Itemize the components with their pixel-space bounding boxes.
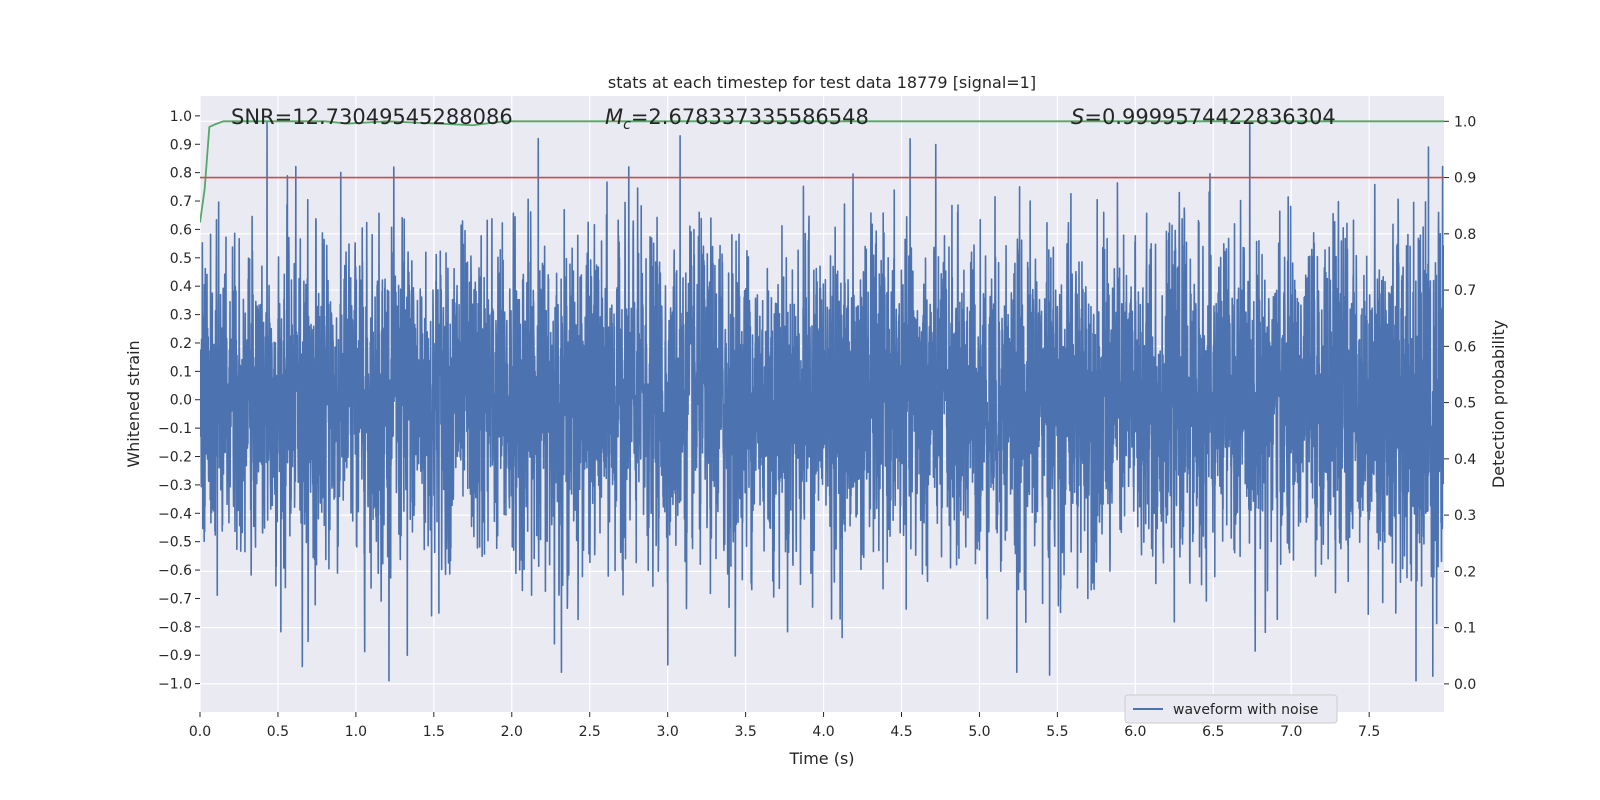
y-tick-label-11: −0.1 <box>158 421 192 437</box>
y-tick-label-4: 0.6 <box>170 222 192 238</box>
x-tick-label-3: 1.5 <box>423 724 445 740</box>
y2-axis-label: Detection probability <box>1489 320 1508 488</box>
mc-symbol: M <box>605 105 623 129</box>
y-tick-label-20: −1.0 <box>158 677 192 693</box>
x-tick-label-14: 7.0 <box>1280 724 1302 740</box>
y-tick-label-12: −0.2 <box>158 450 192 466</box>
y2-tick-label-9: 0.1 <box>1454 621 1476 637</box>
chirp-mass-annotation: Mc=2.678337335586548 <box>605 105 869 133</box>
score-annotation: S=0.9999574422836304 <box>1071 105 1336 129</box>
waveform-series <box>200 120 1444 682</box>
y2-tick-label-5: 0.5 <box>1454 396 1476 412</box>
s-value: =0.9999574422836304 <box>1084 105 1335 129</box>
y2-ticks: 1.0 0.9 0.8 0.7 0.6 0.5 0.4 0.3 0.2 0.1 0.0 <box>1444 114 1476 693</box>
x-tick-label-15: 7.5 <box>1358 724 1380 740</box>
probability-series <box>200 120 1444 223</box>
y2-tick-label-8: 0.2 <box>1454 564 1476 580</box>
x-tick-label-9: 4.5 <box>890 724 912 740</box>
x-ticks: 0.0 0.5 1.0 1.5 2.0 2.5 3.0 3.5 4.0 4.5 5.0 5.5 6.0 6… <box>189 712 1380 740</box>
x-tick-label-13: 6.5 <box>1202 724 1224 740</box>
x-axis-label: Time (s) <box>788 749 854 768</box>
y-tick-label-7: 0.3 <box>170 308 192 324</box>
y-tick-label-5: 0.5 <box>170 251 192 267</box>
y2-tick-label-10: 0.0 <box>1454 677 1476 693</box>
y-tick-label-19: −0.9 <box>158 648 192 664</box>
x-tick-label-11: 5.5 <box>1046 724 1068 740</box>
y-tick-label-15: −0.5 <box>158 535 192 551</box>
x-tick-label-2: 1.0 <box>345 724 367 740</box>
x-tick-label-12: 6.0 <box>1124 724 1146 740</box>
s-symbol: S <box>1071 105 1084 129</box>
y2-tick-label-2: 0.8 <box>1454 227 1476 243</box>
y-tick-label-3: 0.7 <box>170 194 192 210</box>
y-tick-label-14: −0.4 <box>158 506 192 522</box>
snr-annotation: SNR=12.73049545288086 <box>231 105 513 129</box>
probability-line <box>200 120 1444 223</box>
mc-subscript: c <box>623 117 631 133</box>
x-tick-label-1: 0.5 <box>267 724 289 740</box>
x-tick-label-0: 0.0 <box>189 724 211 740</box>
x-tick-label-5: 2.5 <box>579 724 601 740</box>
y-tick-label-0: 1.0 <box>170 109 192 125</box>
x-tick-label-4: 2.0 <box>501 724 523 740</box>
chart-title: stats at each timestep for test data 187… <box>608 73 1036 92</box>
y2-tick-label-6: 0.4 <box>1454 452 1476 468</box>
y2-tick-label-4: 0.6 <box>1454 339 1476 355</box>
y-axis-label: Whitened strain <box>124 340 143 467</box>
mc-value: =2.678337335586548 <box>631 105 869 129</box>
x-tick-label-8: 4.0 <box>812 724 834 740</box>
x-tick-label-10: 5.0 <box>968 724 990 740</box>
legend: waveform with noise <box>1124 694 1338 724</box>
legend-entry-waveform: waveform with noise <box>1173 702 1318 718</box>
y2-tick-label-3: 0.7 <box>1454 283 1476 299</box>
y-tick-label-16: −0.6 <box>158 563 192 579</box>
y-tick-label-1: 0.9 <box>170 137 192 153</box>
y-tick-label-13: −0.3 <box>158 478 192 494</box>
y-tick-label-10: 0.0 <box>170 393 192 409</box>
y-tick-label-17: −0.7 <box>158 591 192 607</box>
y-tick-label-9: 0.1 <box>170 364 192 380</box>
y-tick-label-6: 0.4 <box>170 279 192 295</box>
x-tick-label-7: 3.5 <box>734 724 756 740</box>
y2-tick-label-0: 1.0 <box>1454 114 1476 130</box>
y-tick-label-18: −0.8 <box>158 620 192 636</box>
y2-tick-label-7: 0.3 <box>1454 508 1476 524</box>
y-ticks: 1.0 0.9 0.8 0.7 0.6 0.5 0.4 0.3 0.2 0.1 0.0 −0.1 −0.… <box>158 109 200 693</box>
legend-box <box>1124 694 1338 724</box>
waveform-line <box>200 120 1444 682</box>
y2-tick-label-1: 0.9 <box>1454 171 1476 187</box>
y-tick-label-8: 0.2 <box>170 336 192 352</box>
x-tick-label-6: 3.0 <box>657 724 679 740</box>
y-tick-label-2: 0.8 <box>170 166 192 182</box>
